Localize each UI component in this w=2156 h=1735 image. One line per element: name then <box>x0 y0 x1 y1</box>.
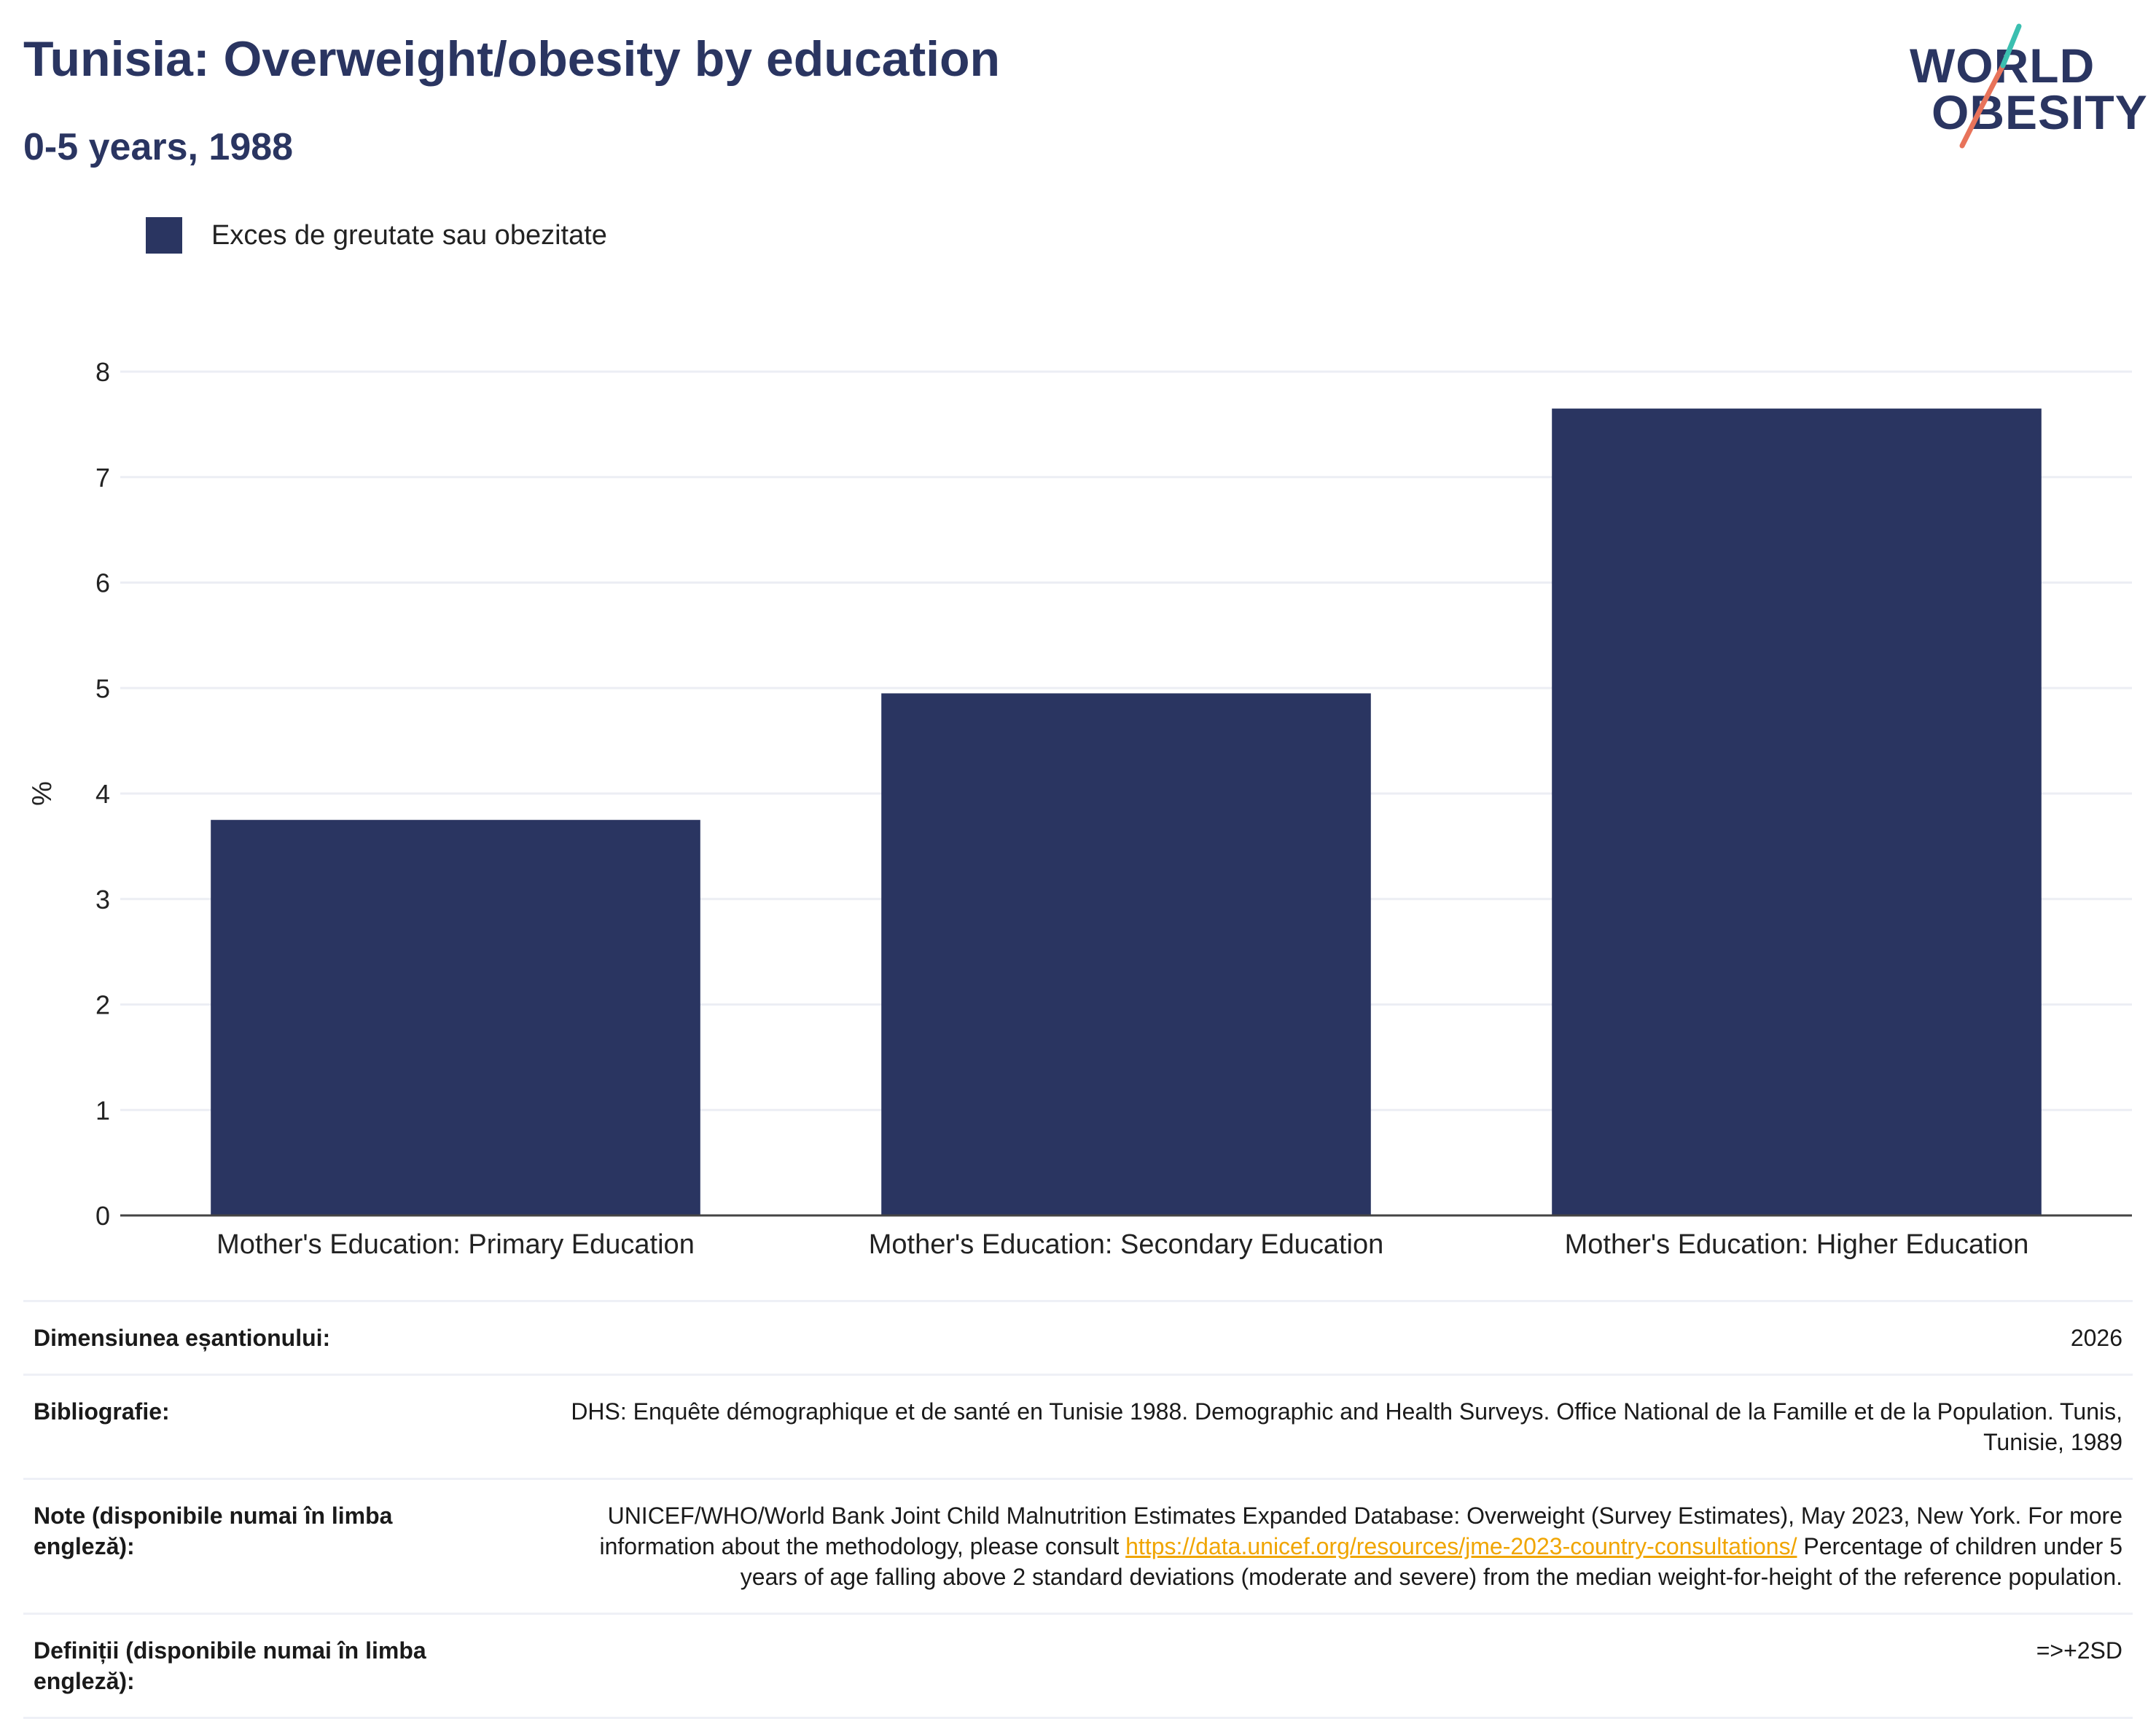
info-label: Definiții (disponibile numai în limba en… <box>34 1637 426 1694</box>
y-tick-label: 1 <box>95 1095 110 1125</box>
y-tick-label: 7 <box>95 463 110 493</box>
y-tick-label: 3 <box>95 885 110 915</box>
x-tick-label: Mother's Education: Secondary Education <box>869 1229 1383 1260</box>
info-row-definitions: Definiții (disponibile numai în limba en… <box>23 1613 2133 1719</box>
info-value: =>+2SD <box>2036 1637 2122 1664</box>
world-obesity-logo: WORLD OBESITY <box>1895 22 2147 153</box>
info-row-bibliography: Bibliografie: DHS: Enquête démographique… <box>23 1374 2133 1478</box>
y-axis-label: % <box>27 781 58 806</box>
methodology-link[interactable]: https://data.unicef.org/resources/jme-20… <box>1125 1533 1797 1559</box>
bar-chart: 0 1 2 3 4 5 6 7 8% Mother's Education: Primary Ed… <box>27 357 2132 1260</box>
y-tick-label: 6 <box>95 568 110 598</box>
chart-subtitle: 0-5 years, 1988 <box>23 126 294 168</box>
bar <box>1552 408 2042 1215</box>
chart-legend: Exces de greutate sau obezitate <box>146 217 607 254</box>
y-tick-label: 0 <box>95 1201 110 1231</box>
y-tick-label: 8 <box>95 357 110 387</box>
notes-text: UNICEF/WHO/World Bank Joint Child Malnut… <box>599 1503 2122 1559</box>
y-tick-label: 4 <box>95 779 110 809</box>
legend-label: Exces de greutate sau obezitate <box>211 219 607 251</box>
bar <box>881 693 1371 1215</box>
logo-slash-icon <box>1959 23 2022 149</box>
legend-swatch <box>146 217 182 254</box>
info-label: Note (disponibile numai în limba engleză… <box>34 1503 393 1559</box>
info-value: DHS: Enquête démographique et de santé e… <box>571 1398 2122 1455</box>
y-tick-label: 2 <box>95 990 110 1020</box>
chart-title: Tunisia: Overweight/obesity by education <box>23 31 1001 87</box>
info-table: Dimensiunea eșantionului: 2026 Bibliogra… <box>23 1300 2133 1719</box>
x-tick-label: Mother's Education: Higher Education <box>1565 1229 2029 1260</box>
x-tick-label: Mother's Education: Primary Education <box>216 1229 695 1260</box>
info-label: Bibliografie: <box>34 1398 170 1425</box>
info-row-sample-size: Dimensiunea eșantionului: 2026 <box>23 1300 2133 1374</box>
notes-text-after: Percentage of children under 5 years of … <box>740 1533 2122 1590</box>
info-row-notes: Note (disponibile numai în limba engleză… <box>23 1478 2133 1613</box>
bar <box>211 820 700 1215</box>
info-label: Dimensiunea eșantionului: <box>34 1325 331 1351</box>
info-value: UNICEF/WHO/World Bank Joint Child Malnut… <box>555 1500 2122 1592</box>
y-tick-label: 5 <box>95 673 110 703</box>
info-value: 2026 <box>2070 1325 2122 1351</box>
